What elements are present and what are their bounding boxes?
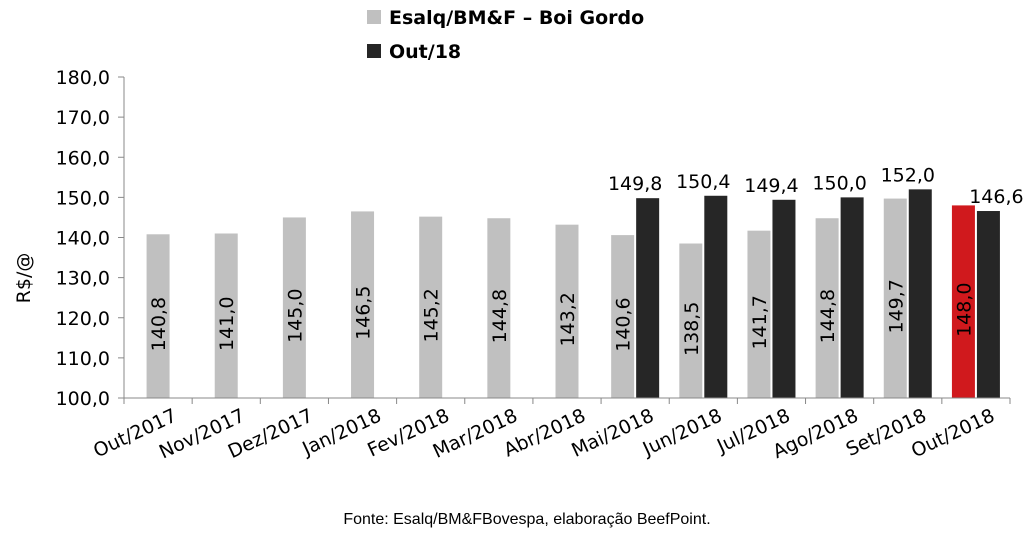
bar-esalq — [883, 198, 907, 398]
data-label-out18: 152,0 — [881, 164, 935, 186]
data-label-esalq: 144,8 — [489, 289, 511, 343]
legend: Esalq/BM&F – Boi Gordo Out/18 — [367, 7, 644, 63]
data-label-esalq: 138,5 — [681, 302, 703, 356]
bar-esalq — [815, 218, 839, 398]
legend-swatch — [367, 10, 381, 24]
data-label-esalq: 149,7 — [885, 279, 907, 333]
legend-label: Esalq/BM&F – Boi Gordo — [389, 7, 644, 29]
y-tick-label: 110,0 — [56, 348, 110, 370]
data-label-esalq: 140,8 — [148, 297, 170, 351]
bar-esalq — [146, 234, 170, 398]
data-label-esalq: 141,7 — [749, 295, 771, 349]
y-tick-label: 150,0 — [56, 187, 110, 209]
data-label-out18: 150,0 — [812, 172, 866, 194]
bar-esalq — [951, 205, 975, 398]
data-label-esalq: 148,0 — [953, 282, 975, 336]
bar-out18 — [636, 198, 660, 398]
bars — [146, 189, 1000, 398]
data-label-out18: 149,8 — [608, 173, 662, 195]
bar-esalq — [282, 217, 306, 398]
data-label-esalq: 145,0 — [284, 289, 306, 343]
bar-esalq — [555, 224, 579, 398]
bar-esalq — [611, 235, 635, 398]
data-labels: 140,8 141,0 145,0 146,5 145,2 144,8 143,2 140,6… — [148, 164, 1024, 356]
legend-label: Out/18 — [389, 41, 461, 63]
data-label-esalq: 145,2 — [421, 288, 443, 342]
data-label-esalq: 144,8 — [817, 289, 839, 343]
bar-out18 — [704, 195, 728, 398]
bar-esalq — [487, 218, 511, 398]
data-label-esalq: 140,6 — [613, 297, 635, 351]
data-label-esalq: 143,2 — [557, 292, 579, 346]
bar-esalq — [351, 211, 375, 398]
y-tick-label: 170,0 — [56, 107, 110, 129]
bar-esalq — [679, 243, 703, 398]
bar-esalq — [419, 216, 443, 398]
source-note: Fonte: Esalq/BM&FBovespa, elaboração Bee… — [343, 511, 710, 528]
bar-esalq — [747, 230, 771, 398]
y-tick-label: 100,0 — [56, 388, 110, 410]
data-label-out18: 150,4 — [676, 171, 730, 193]
y-tick-label: 160,0 — [56, 147, 110, 169]
bar-out18 — [908, 189, 932, 398]
data-label-esalq: 146,5 — [353, 286, 375, 340]
y-tick-label: 130,0 — [56, 268, 110, 290]
bar-out18 — [772, 199, 796, 398]
y-tick-label: 120,0 — [56, 308, 110, 330]
bar-out18 — [840, 197, 864, 398]
data-label-out18: 149,4 — [744, 175, 798, 197]
y-axis-label: R$/@ — [13, 253, 35, 304]
y-tick-label: 140,0 — [56, 228, 110, 250]
bar-esalq — [214, 233, 238, 398]
y-axis: 100,0 110,0 120,0 130,0 140,0 150,0 160,0 170,0… — [56, 67, 125, 410]
y-tick-label: 180,0 — [56, 67, 110, 89]
data-label-esalq: 141,0 — [216, 297, 238, 351]
data-label-out18: 146,6 — [969, 186, 1023, 208]
x-axis: Out/2017Nov/2017Dez/2017Jan/2018Fev/2018… — [90, 397, 1011, 463]
legend-swatch — [367, 44, 381, 58]
bar-out18 — [976, 211, 1000, 398]
